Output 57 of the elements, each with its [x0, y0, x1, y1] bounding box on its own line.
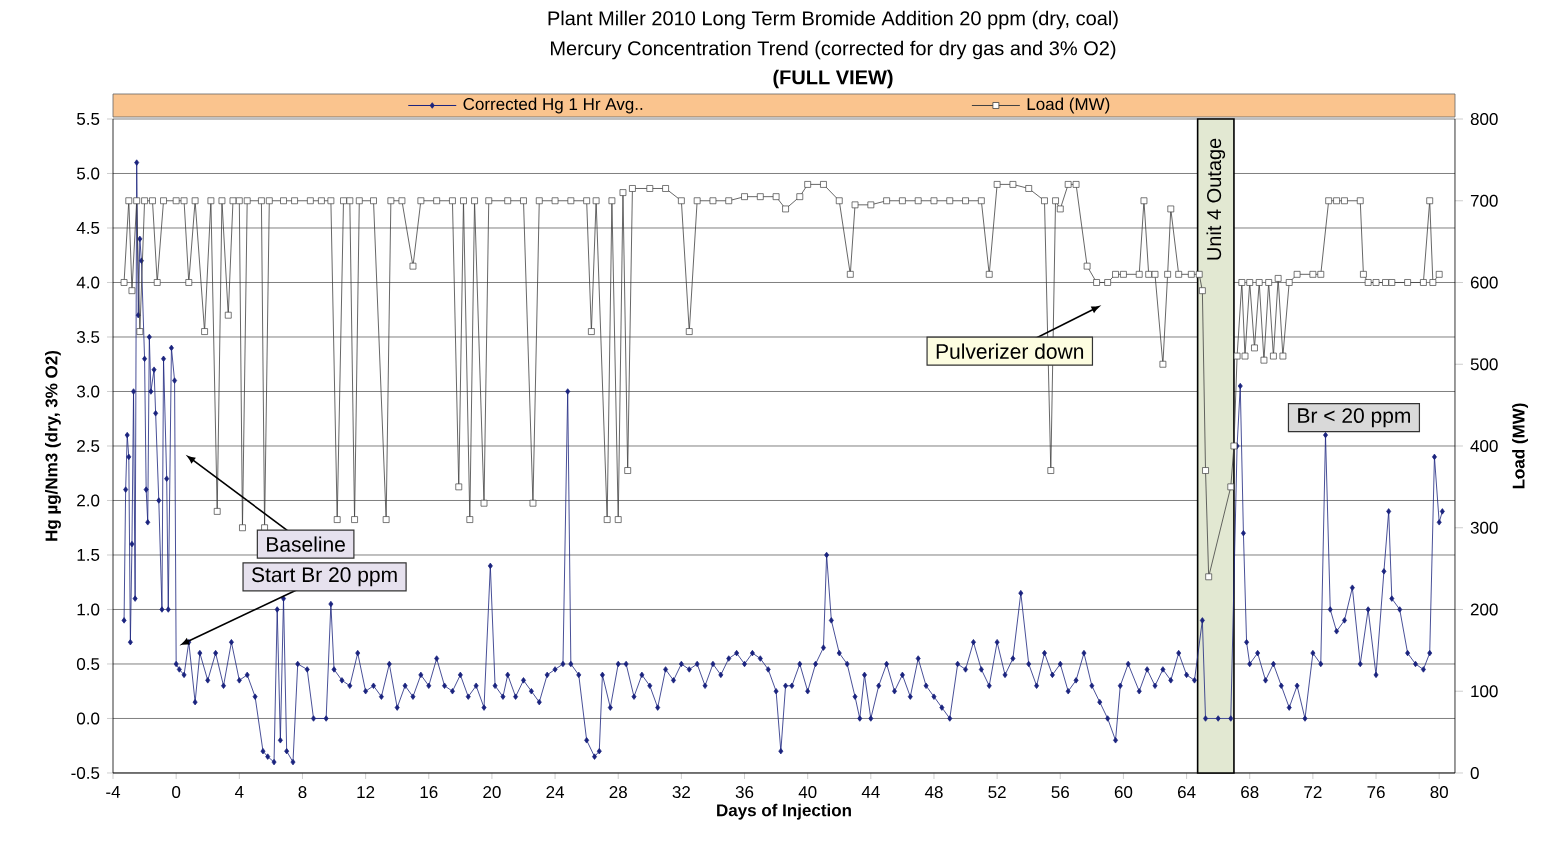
x-tick-label: 64 [1178, 786, 1196, 799]
text: (FULL VIEW) [773, 69, 893, 89]
x-tick-label: 52 [988, 786, 1006, 799]
x-tick-label: 76 [1367, 786, 1385, 799]
x-tick-label: 48 [924, 786, 943, 799]
y2-tick-label: 400 [1470, 439, 1498, 452]
y2-tick-label: 800 [1470, 113, 1498, 126]
y2-tick-label: 300 [1470, 521, 1498, 534]
annotation: Start Br 20 ppm [251, 567, 397, 587]
x-tick-label: 32 [672, 786, 690, 799]
y-tick-label: 2.5 [77, 439, 100, 452]
y-tick-label: 4.5 [76, 222, 100, 234]
legend-label: Corrected Hg 1 Hr Avg.. [463, 97, 643, 114]
x-tick-label: 56 [1051, 786, 1069, 799]
annotation: Pulverizer down [936, 343, 1084, 359]
x-tick-label: 24 [546, 786, 565, 798]
y-tick-label: 0.5 [76, 657, 100, 670]
y2-tick-label: 200 [1470, 603, 1498, 616]
x-tick-label: -4 [106, 786, 121, 798]
y-tick-label: -0.5 [71, 766, 100, 779]
x-tick-label: 4 [234, 786, 244, 798]
chart-subtitle: Mercury Concentration Trend (corrected for dry gas and 3% O2) [551, 40, 1116, 60]
x-tick-label: 68 [1241, 786, 1259, 799]
y-tick-label: 5.5 [77, 113, 100, 125]
x-tick-label: 80 [1430, 786, 1448, 799]
x-axis-title: Days of Injection [717, 803, 851, 820]
y-axis-title: Hg µg/Nm3 (dry, 3% O2) [44, 350, 61, 541]
x-tick-label: 0 [172, 786, 181, 799]
y-tick-label: 4.0 [76, 276, 100, 289]
y-tick-label: 5.0 [77, 167, 100, 180]
y-tick-label: 3.5 [76, 330, 100, 343]
y2-axis-title: Load (MW) [1512, 403, 1528, 489]
y-tick-label: 2.0 [77, 494, 100, 507]
x-tick-label: 44 [861, 786, 880, 798]
y-tick-label: 1.5 [77, 549, 100, 561]
y2-tick-label: 600 [1470, 276, 1498, 289]
x-tick-label: 40 [798, 786, 817, 799]
x-tick-label: 72 [1304, 786, 1322, 798]
annotation: Baseline [267, 536, 345, 552]
y-tick-label: 3.0 [76, 385, 100, 398]
y2-tick-label: 0 [1470, 766, 1479, 779]
x-tick-label: 28 [609, 786, 627, 799]
x-tick-label: 60 [1114, 786, 1133, 799]
x-tick-label: 36 [735, 786, 754, 799]
y2-tick-label: 100 [1471, 685, 1498, 698]
x-tick-label: 16 [420, 786, 438, 799]
x-tick-label: 20 [483, 786, 501, 799]
legend-label: Load (MW) [1027, 97, 1110, 114]
annotation: Br < 20 ppm [1298, 408, 1410, 428]
chart-title: Plant Miller 2010 Long Term Bromide Addition 20 ppm (dry, coal) [548, 10, 1118, 30]
y2-tick-label: 700 [1470, 194, 1498, 207]
x-tick-label: 12 [357, 786, 375, 798]
y-tick-label: 1.0 [77, 603, 100, 616]
band-label: Unit 4 Outage [1206, 138, 1226, 260]
x-tick-label: 8 [298, 786, 307, 799]
y2-tick-label: 500 [1470, 358, 1498, 371]
y-tick-label: 0.0 [76, 712, 100, 725]
